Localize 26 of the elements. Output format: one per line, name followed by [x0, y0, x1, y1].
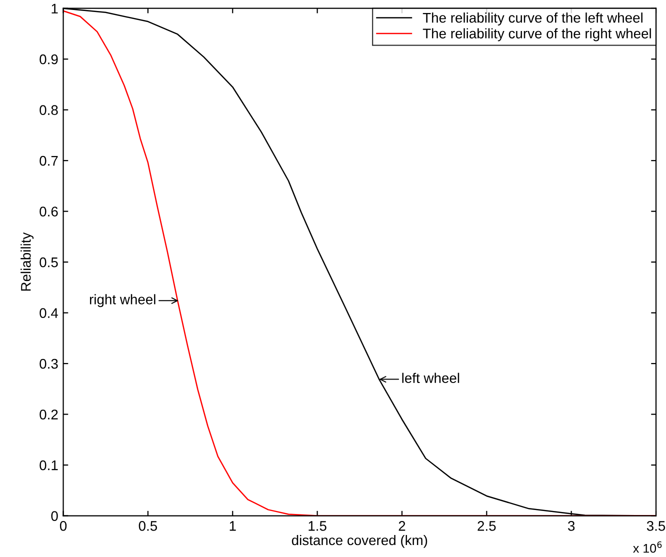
- x-axis-title: distance covered (km): [292, 534, 428, 548]
- y-tick-label: 1: [52, 4, 58, 14]
- y-tick-label: 0.2: [40, 410, 58, 420]
- legend-label: The reliability curve of the left wheel: [422, 12, 642, 26]
- x-tick-label: 3.5: [646, 521, 666, 531]
- y-tick-label: 0.9: [40, 54, 58, 64]
- x-tick-label: 3: [568, 521, 575, 531]
- text: x 10$^{6}$: [633, 541, 662, 553]
- x-tick-label: 0.5: [138, 521, 158, 531]
- y-tick-label: 0.1: [40, 460, 58, 470]
- y-tick-label: 0.7: [40, 156, 58, 166]
- annotation: right wheel: [90, 294, 156, 308]
- y-tick-label: 0: [51, 511, 58, 521]
- annotation: left wheel: [402, 372, 460, 384]
- y-tick-label: 0.5: [40, 257, 58, 268]
- x-tick-label: 1.5: [308, 521, 326, 531]
- x-tick-label: 0: [60, 521, 67, 531]
- y-tick-label: 0.8: [40, 105, 58, 116]
- x-tick-label: 1: [230, 521, 236, 531]
- y-tick-label: 0.6: [40, 206, 58, 216]
- y-tick-label: 0.4: [40, 308, 58, 318]
- x-tick-label: 2.5: [478, 521, 496, 531]
- y-axis-title: Reliability: [20, 232, 34, 291]
- x-tick-label: 2: [398, 521, 406, 531]
- legend-label: The reliability curve of the right wheel: [422, 28, 651, 42]
- y-tick-label: 0.3: [40, 358, 58, 369]
